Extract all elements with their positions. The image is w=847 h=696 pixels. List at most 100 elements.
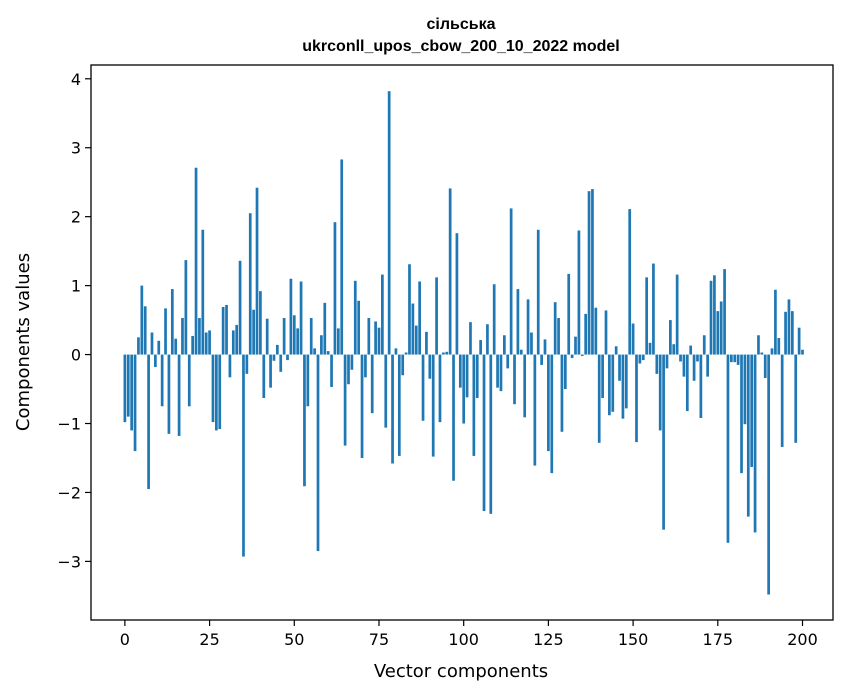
x-tick-label: 175 [703, 630, 734, 649]
bar [540, 354, 543, 365]
bar [526, 299, 530, 355]
bar [679, 354, 682, 362]
y-tick-label: 2 [71, 208, 81, 227]
bar [147, 354, 150, 490]
bar [299, 281, 303, 355]
bar [167, 354, 171, 434]
y-axis-label: Components values [13, 253, 34, 431]
bar [187, 354, 191, 407]
bar [692, 354, 696, 381]
bar [743, 354, 747, 425]
bar [658, 354, 662, 431]
bar [347, 354, 350, 385]
bar [404, 352, 408, 355]
bar [784, 311, 787, 355]
bar [563, 354, 567, 390]
bar [272, 354, 276, 361]
bar [696, 354, 699, 362]
bar [401, 354, 405, 376]
bar [570, 354, 574, 359]
bar [435, 277, 438, 355]
bar [648, 342, 652, 355]
bar [370, 354, 374, 414]
bar [245, 354, 249, 374]
bar [204, 332, 208, 355]
bar [320, 335, 323, 355]
bar [557, 318, 560, 355]
bar [157, 340, 161, 355]
bar [428, 354, 432, 379]
bar [374, 321, 377, 355]
chart-title-line-1: сільська [427, 16, 496, 33]
bar [503, 335, 506, 355]
x-tick-label: 0 [120, 630, 130, 649]
bar [177, 354, 181, 436]
bar [313, 348, 316, 355]
bar [594, 307, 598, 355]
bar [635, 354, 638, 443]
y-axis-ticks: −3 −2 −1 0 1 2 3 4 [57, 70, 91, 571]
bar [296, 328, 300, 355]
bar [652, 263, 655, 355]
bar [790, 311, 794, 355]
bar [638, 354, 642, 364]
bar [198, 318, 201, 355]
x-tick-label: 75 [369, 630, 389, 649]
bar [408, 264, 411, 355]
bar [797, 327, 801, 355]
bar [282, 318, 286, 355]
bar [509, 208, 513, 355]
bar [631, 323, 635, 355]
bar [733, 354, 737, 363]
bar [191, 335, 194, 355]
bar [801, 349, 804, 355]
bar [262, 354, 266, 398]
bar [713, 275, 716, 355]
bar [231, 330, 235, 355]
bar [286, 354, 289, 361]
bar [292, 315, 296, 355]
bar [567, 273, 571, 355]
bar [333, 222, 337, 355]
bar [143, 306, 147, 355]
bar [662, 354, 665, 530]
bar [587, 191, 591, 355]
bar [730, 354, 733, 363]
bar [255, 187, 259, 355]
bar [130, 354, 134, 431]
bar [550, 354, 554, 474]
bar [492, 284, 496, 355]
bar [154, 354, 157, 367]
bar [411, 303, 415, 355]
bar [469, 322, 472, 355]
bar [486, 324, 489, 355]
bar [303, 354, 306, 487]
bar [225, 304, 228, 355]
y-tick-label: −2 [57, 483, 81, 502]
bar [181, 318, 184, 355]
bar [760, 352, 764, 355]
bar [723, 269, 726, 355]
bar [597, 354, 601, 443]
bar [126, 354, 130, 417]
bar [614, 346, 618, 355]
bar [777, 338, 781, 355]
bar [499, 354, 503, 392]
bar [628, 209, 632, 355]
bar [160, 354, 164, 407]
bar [353, 280, 357, 355]
bar [140, 285, 144, 355]
bar [716, 311, 720, 355]
bar [242, 354, 245, 557]
bar [414, 325, 418, 355]
bar [702, 335, 706, 355]
bar [574, 336, 577, 355]
x-tick-label: 200 [787, 630, 818, 649]
bar [523, 354, 527, 418]
bar [645, 277, 649, 355]
bar [238, 260, 242, 355]
bar [289, 278, 293, 355]
bar [458, 354, 462, 388]
bar [364, 354, 367, 378]
bar [164, 308, 167, 355]
